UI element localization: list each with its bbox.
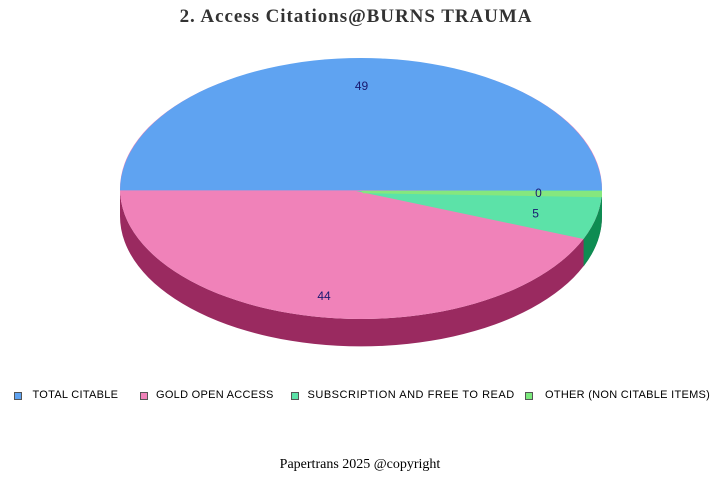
- svg-text:49: 49: [355, 79, 369, 93]
- svg-text:44: 44: [317, 289, 331, 303]
- svg-text:5: 5: [532, 206, 539, 220]
- svg-text:0: 0: [535, 186, 542, 200]
